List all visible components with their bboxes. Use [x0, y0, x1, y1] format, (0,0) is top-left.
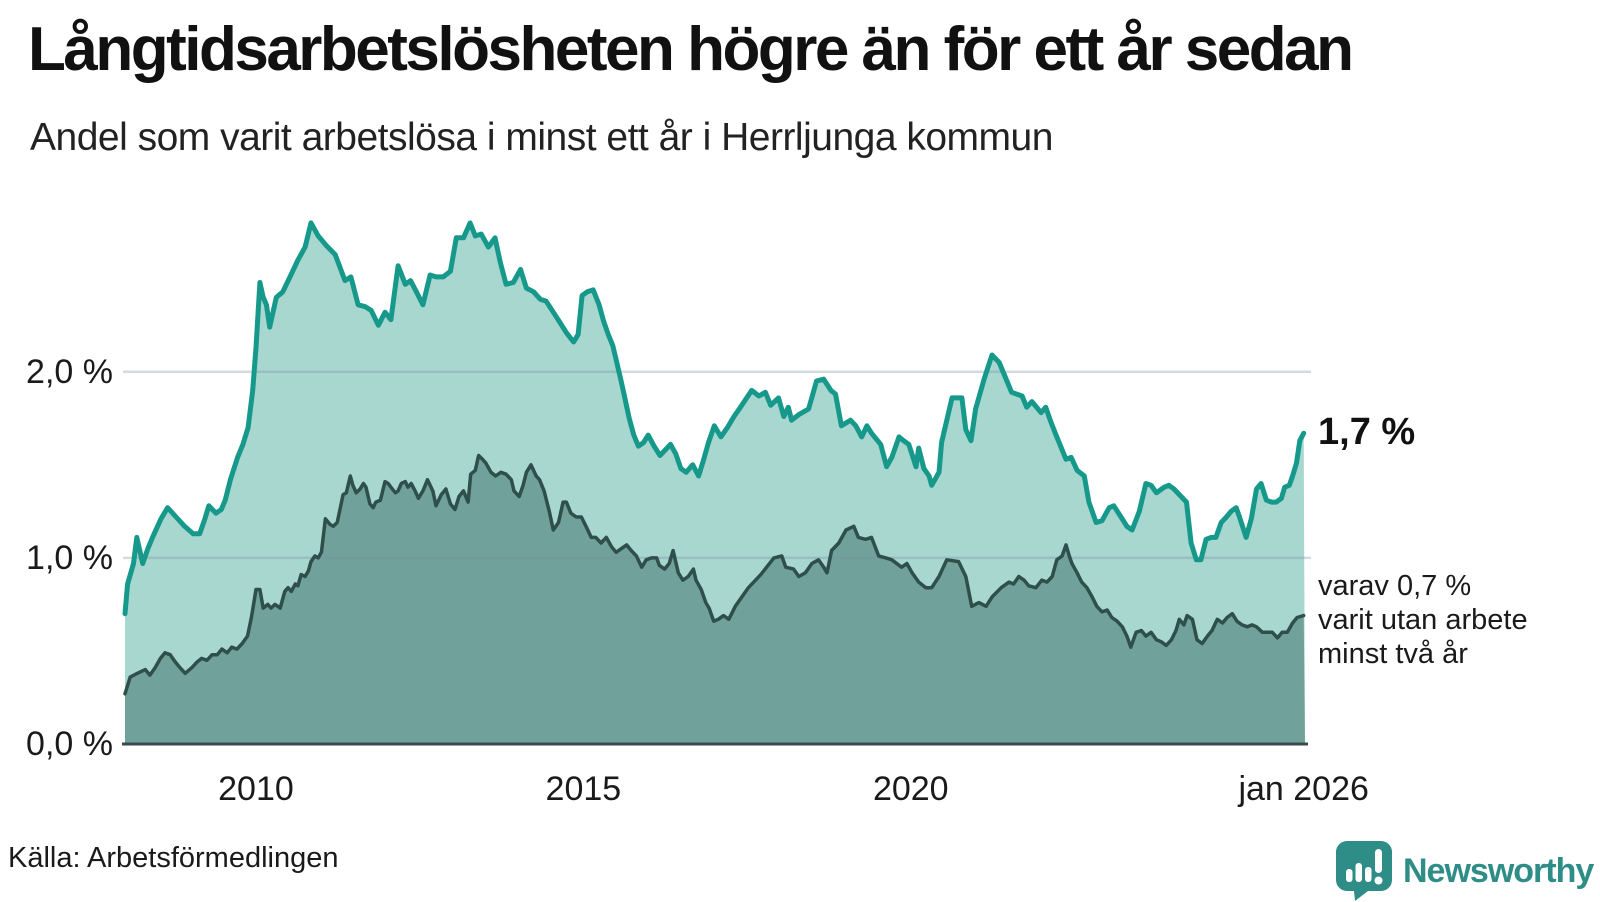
- x-axis-tick-label: 2010: [218, 770, 294, 808]
- newsworthy-logo[interactable]: Newsworthy: [1335, 840, 1594, 902]
- annotation-line: minst två år: [1318, 638, 1468, 670]
- chart-subtitle: Andel som varit arbetslösa i minst ett å…: [30, 116, 1053, 159]
- y-axis-tick-label: 2,0 %: [26, 352, 113, 391]
- source-credit: Källa: Arbetsförmedlingen: [8, 842, 339, 874]
- x-axis-tick-label: jan 2026: [1238, 770, 1369, 808]
- newsworthy-wordmark: Newsworthy: [1403, 851, 1594, 890]
- x-axis-tick-label: 2020: [872, 770, 949, 808]
- annotation-line: varav 0,7 %: [1318, 570, 1472, 602]
- x-axis-tick-label: 2015: [545, 770, 622, 808]
- newsworthy-speech-bubble-chart-icon: [1336, 841, 1392, 901]
- y-axis-tick-label: 0,0 %: [26, 725, 113, 763]
- y-axis-tick-label: 1,0 %: [26, 538, 113, 577]
- unemployed-min-two-years-line: [123, 453, 1306, 696]
- unemployed-min-one-year-line: [122, 220, 1307, 617]
- annotation-line: varit utan arbete: [1318, 604, 1528, 636]
- unemployed-min-two-years-area: [125, 455, 1305, 744]
- latest-value-annotation: 1,7 %: [1318, 411, 1416, 453]
- page-title: Långtidsarbetslösheten högre än för ett …: [28, 15, 1354, 84]
- of-which-annotation: varav 0,7 % varit utan arbete minst två …: [1318, 569, 1588, 671]
